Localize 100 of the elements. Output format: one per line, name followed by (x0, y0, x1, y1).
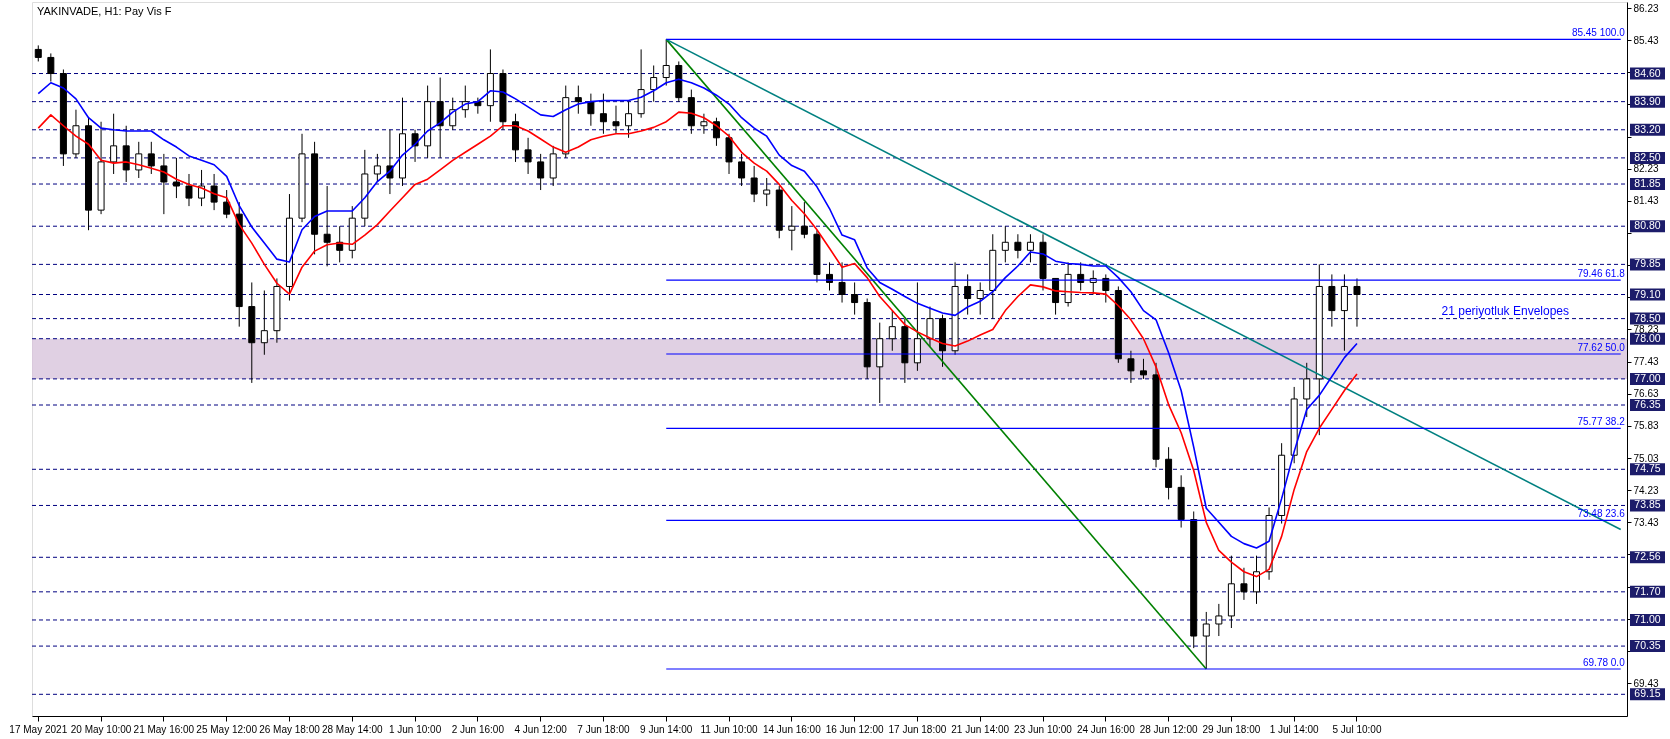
candlestick (851, 281, 859, 316)
x-tick-label: 14 Jun 16:00 (762, 723, 822, 735)
candlestick (888, 310, 896, 352)
x-tick-label: 2 Jun 16:00 (451, 723, 505, 735)
series-label: 77.62 50.0 (1577, 341, 1626, 353)
y-tick-label: 69.43 (1633, 677, 1659, 689)
ref-line-label: 84.60 (1634, 66, 1661, 79)
ref-line-label: 72.56 (1634, 550, 1661, 563)
candlestick (1026, 233, 1034, 263)
ref-line-label: 78.50 (1634, 311, 1661, 324)
ref-line-label: 70.35 (1634, 639, 1661, 652)
x-tick-label: 17 May 2021 (9, 723, 68, 735)
y-tick-label: 74.23 (1633, 484, 1659, 496)
ref-line-label: 79.10 (1634, 287, 1661, 300)
x-tick-label: 29 Jun 18:00 (1202, 723, 1261, 735)
ref-line-label: 83.20 (1634, 122, 1661, 135)
ref-line-label: 79.85 (1634, 257, 1661, 270)
x-tick-label: 21 Jun 14:00 (951, 723, 1010, 735)
y-tick-label: 75.83 (1633, 420, 1659, 432)
y-tick-label: 82.23 (1633, 163, 1659, 175)
y-tick-label: 76.63 (1633, 388, 1659, 400)
candlestick (1303, 362, 1311, 418)
x-tick-label: 7 Jun 18:00 (577, 723, 631, 735)
series-label: 69.78 0.0 (1583, 656, 1626, 668)
candlestick (1014, 233, 1022, 259)
x-tick-label: 11 Jun 10:00 (700, 723, 758, 735)
candlestick (185, 173, 193, 207)
x-tick-label: 25 May 12:00 (196, 723, 258, 735)
candlestick (223, 189, 231, 219)
series-label: 79.46 61.8 (1577, 268, 1626, 280)
candlestick (1202, 611, 1210, 670)
y-tick-label: 85.43 (1633, 34, 1659, 46)
series-label: 75.77 38.2 (1577, 416, 1626, 428)
candlestick (976, 281, 984, 316)
candlestick (1127, 350, 1135, 384)
ref-line-label: 76.35 (1634, 398, 1661, 411)
ref-line-label: 82.50 (1634, 150, 1661, 163)
candlestick (662, 38, 670, 87)
y-tick-label: 78.23 (1633, 323, 1659, 335)
y-tick-label: 77.43 (1633, 356, 1659, 368)
candlestick (1353, 277, 1361, 328)
ref-line-label: 80.80 (1634, 219, 1661, 232)
series-label: 85.45 100.0 (1571, 27, 1626, 39)
x-tick-label: 26 May 18:00 (259, 723, 321, 735)
x-tick-label: 9 Jun 14:00 (640, 723, 693, 735)
candlestick (800, 201, 808, 239)
candlestick (1240, 567, 1248, 601)
candlestick (47, 52, 55, 83)
y-tick-label: 81.43 (1633, 195, 1659, 207)
y-tick-label: 75.03 (1633, 452, 1659, 464)
candlestick (838, 261, 846, 304)
candlestick (738, 153, 746, 187)
ref-line-label: 69.15 (1634, 687, 1661, 700)
x-tick-label: 20 May 10:00 (70, 723, 132, 735)
ref-line-label: 71.00 (1634, 612, 1661, 625)
candlestick (172, 157, 180, 199)
candlestick (650, 64, 658, 103)
candlestick (135, 141, 143, 179)
x-tick-label: 16 Jun 12:00 (825, 723, 884, 735)
ref-line-label: 83.90 (1634, 94, 1661, 107)
candlestick (323, 185, 331, 267)
x-tick-label: 28 May 14:00 (321, 723, 383, 735)
candlestick (1215, 603, 1223, 637)
x-tick-label: 28 Jun 12:00 (1139, 723, 1198, 735)
x-tick-label: 21 May 16:00 (133, 723, 195, 735)
candlestick (700, 113, 708, 135)
candlestick (260, 289, 268, 356)
ref-line-label: 71.70 (1634, 584, 1661, 597)
x-tick-label: 1 Jul 14:00 (1269, 723, 1320, 735)
candlestick (373, 153, 381, 183)
candlestick (574, 85, 582, 115)
candlestick (198, 169, 206, 207)
x-tick-label: 24 Jun 16:00 (1076, 723, 1136, 735)
candlestick (524, 137, 532, 175)
x-tick-label: 1 Jun 10:00 (388, 723, 442, 735)
y-tick-label: 86.23 (1633, 2, 1659, 14)
ref-line-label: 73.85 (1634, 498, 1661, 511)
candlestick (110, 113, 118, 175)
candlestick (1139, 358, 1147, 380)
x-tick-label: 4 Jun 12:00 (514, 723, 568, 735)
candlestick (926, 306, 934, 348)
candlestick (537, 153, 545, 191)
annotation: 21 periyotluk Envelopes (1441, 303, 1569, 318)
ref-line-label: 77.00 (1634, 371, 1661, 384)
candlestick (599, 93, 607, 135)
candlestick (763, 177, 771, 207)
candlestick (964, 273, 972, 316)
candlestick (587, 93, 595, 127)
y-tick-label: 73.43 (1633, 516, 1659, 528)
candlestick (411, 129, 419, 163)
candlestick (1253, 555, 1261, 605)
candlestick (160, 153, 168, 215)
chart-title: YAKINVADE, H1: Pay Vis F (37, 5, 172, 17)
candlestick (147, 141, 155, 175)
candlestick (788, 205, 796, 251)
candlestick (612, 105, 620, 135)
candlestick (750, 165, 758, 203)
candlestick (210, 173, 218, 211)
candlestick (1001, 225, 1009, 263)
x-tick-label: 17 Jun 18:00 (888, 723, 947, 735)
